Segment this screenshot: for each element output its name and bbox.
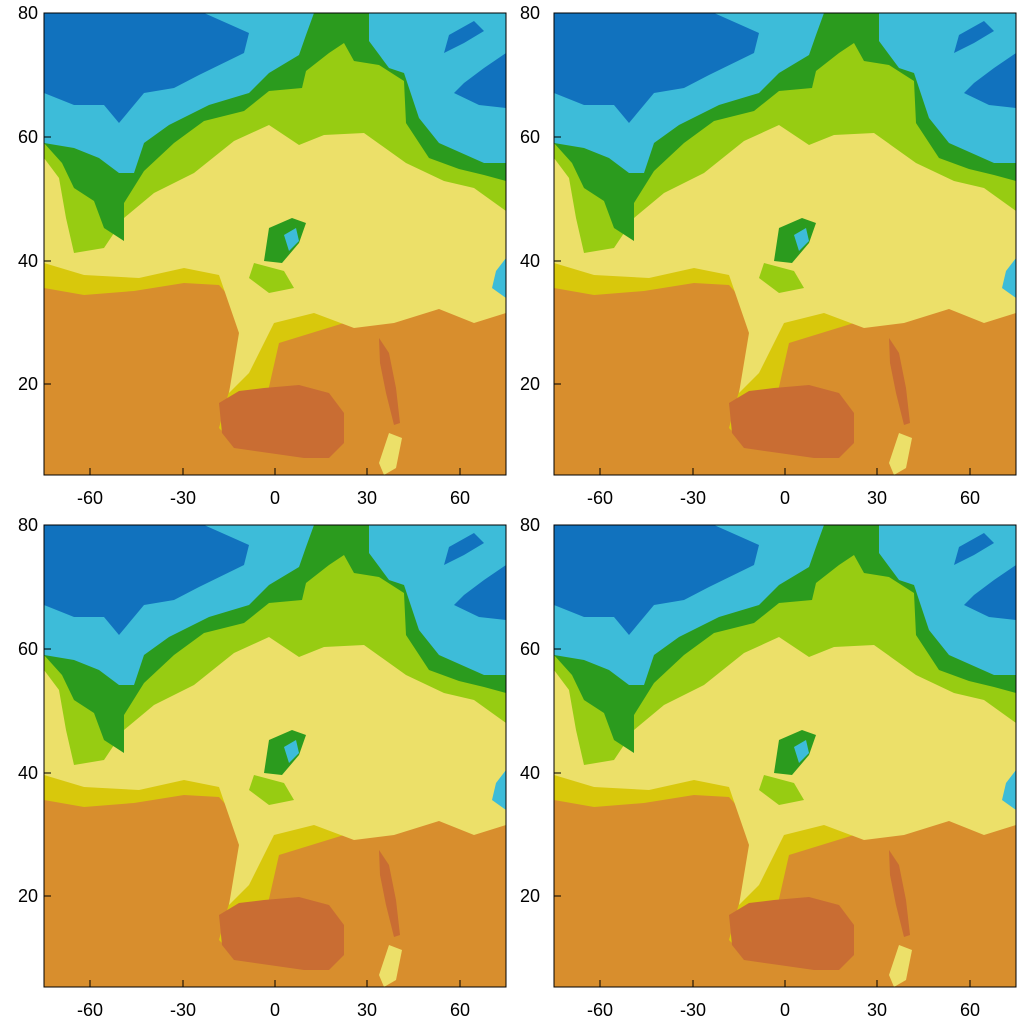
y-tick-label: 20 (520, 886, 540, 906)
y-tick-label: 60 (520, 127, 540, 147)
y-tick-label: 20 (520, 374, 540, 394)
x-tick-label: 0 (270, 488, 280, 508)
y-tick-label: 40 (520, 251, 540, 271)
y-tick-label: 20 (18, 374, 38, 394)
x-tick-label: 0 (270, 1000, 280, 1020)
y-tick-label: 40 (520, 763, 540, 783)
y-tick-label: 40 (18, 763, 38, 783)
x-tick-label: -30 (680, 1000, 706, 1020)
x-tick-label: 0 (780, 488, 790, 508)
y-tick-label: 80 (18, 515, 38, 535)
x-tick-label: -60 (587, 488, 613, 508)
y-tick-label: 80 (520, 3, 540, 23)
x-tick-label: 0 (780, 1000, 790, 1020)
map-panel-top-right: -60 -30 0 30 60 80 60 40 20 (520, 3, 1017, 508)
x-tick-label: 30 (357, 1000, 377, 1020)
y-tick-label: 60 (18, 127, 38, 147)
x-tick-label: 60 (450, 488, 470, 508)
x-tick-label: 60 (450, 1000, 470, 1020)
y-tick-label: 60 (520, 639, 540, 659)
x-tick-label: -60 (77, 488, 103, 508)
x-tick-label: -60 (77, 1000, 103, 1020)
x-tick-label: -30 (680, 488, 706, 508)
y-tick-label: 60 (18, 639, 38, 659)
map-panel-top-left: -60 -30 0 30 60 80 60 40 20 (18, 3, 507, 508)
x-tick-label: 30 (867, 488, 887, 508)
x-tick-label: 60 (960, 1000, 980, 1020)
x-tick-label: -30 (170, 1000, 196, 1020)
x-tick-label: 30 (867, 1000, 887, 1020)
y-tick-label: 20 (18, 886, 38, 906)
map-panel-bottom-left: -60 -30 0 30 60 80 60 40 20 (18, 515, 507, 1020)
x-tick-label: 60 (960, 488, 980, 508)
y-tick-label: 80 (18, 3, 38, 23)
y-tick-label: 80 (520, 515, 540, 535)
x-tick-label: -60 (587, 1000, 613, 1020)
map-panel-bottom-right: -60 -30 0 30 60 80 60 40 20 (520, 515, 1017, 1020)
y-tick-label: 40 (18, 251, 38, 271)
x-tick-label: 30 (357, 488, 377, 508)
x-tick-label: -30 (170, 488, 196, 508)
